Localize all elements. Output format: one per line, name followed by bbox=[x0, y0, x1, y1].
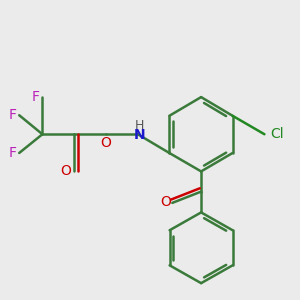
Text: O: O bbox=[160, 195, 171, 209]
Text: Cl: Cl bbox=[270, 127, 283, 141]
Text: O: O bbox=[100, 136, 111, 150]
Text: F: F bbox=[9, 108, 17, 122]
Text: F: F bbox=[32, 90, 40, 104]
Text: H: H bbox=[135, 119, 144, 132]
Text: F: F bbox=[9, 146, 17, 160]
Text: N: N bbox=[134, 128, 145, 142]
Text: O: O bbox=[60, 164, 71, 178]
